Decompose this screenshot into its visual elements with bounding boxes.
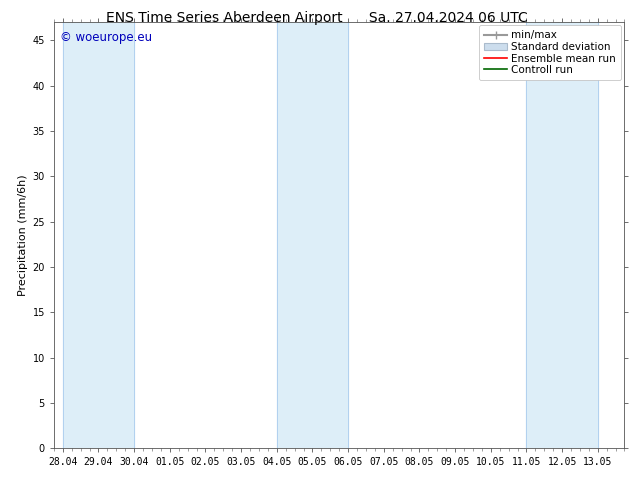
Y-axis label: Precipitation (mm/6h): Precipitation (mm/6h) xyxy=(18,174,28,296)
Bar xyxy=(277,22,348,448)
Legend: min/max, Standard deviation, Ensemble mean run, Controll run: min/max, Standard deviation, Ensemble me… xyxy=(479,25,621,80)
Bar xyxy=(63,22,134,448)
Bar xyxy=(526,22,598,448)
Text: © woeurope.eu: © woeurope.eu xyxy=(60,30,152,44)
Text: ENS Time Series Aberdeen Airport      Sa. 27.04.2024 06 UTC: ENS Time Series Aberdeen Airport Sa. 27.… xyxy=(106,11,528,25)
